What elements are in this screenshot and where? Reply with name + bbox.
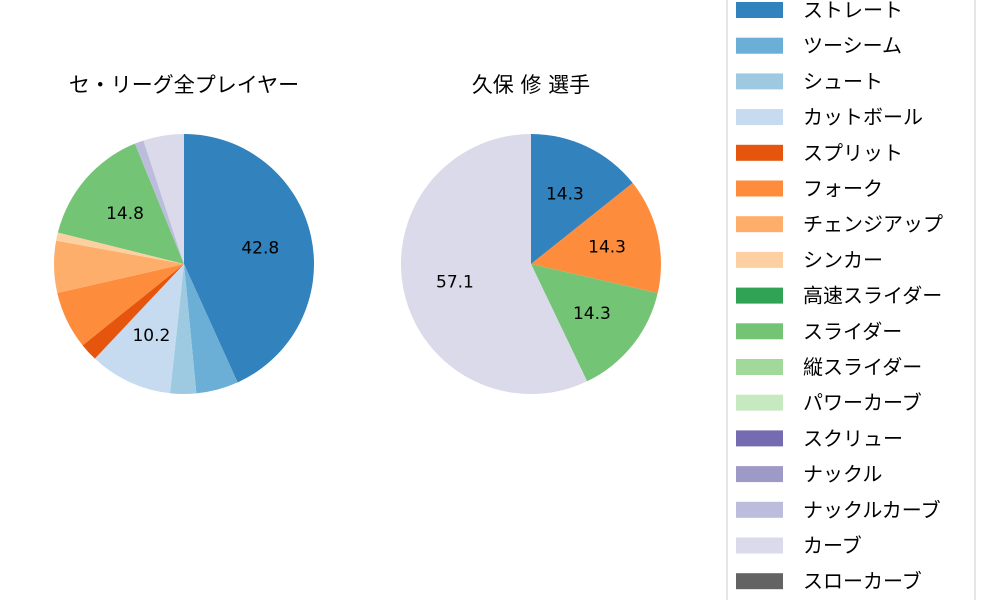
pie-slice <box>184 134 315 383</box>
legend-label: 高速スライダー <box>803 284 942 308</box>
legend-swatch <box>736 466 783 483</box>
legend-swatch <box>736 144 783 161</box>
legend-swatch <box>736 216 783 233</box>
pie-slice <box>57 143 184 264</box>
legend-swatch <box>736 323 783 340</box>
legend-swatch <box>736 73 783 90</box>
legend-label: スライダー <box>803 319 902 343</box>
legend-label: シュート <box>803 69 883 93</box>
legend-swatch <box>736 501 783 518</box>
slice-value-label: 14.3 <box>573 304 611 324</box>
pie-slice <box>94 264 184 394</box>
legend-swatch <box>736 394 783 411</box>
legend-swatch <box>736 2 783 18</box>
legend-label: シンカー <box>803 248 883 272</box>
pie-slice <box>143 134 184 264</box>
legend-swatch <box>736 180 783 197</box>
legend-swatch <box>736 359 783 375</box>
pie-slice <box>57 264 184 346</box>
legend-swatch <box>736 537 783 554</box>
pie-slice <box>134 140 184 264</box>
legend-swatch <box>736 251 783 268</box>
legend-label: ナックルカーブ <box>803 498 941 522</box>
legend-label: 縦スライダー <box>803 355 922 379</box>
slice-value-label: 57.1 <box>436 272 474 292</box>
pie-slice <box>531 264 658 382</box>
legend-swatch <box>736 287 783 304</box>
pie-slice <box>54 240 185 294</box>
slice-value-label: 10.2 <box>132 326 170 346</box>
pie-slice <box>170 264 197 394</box>
pie-slice <box>184 264 238 394</box>
legend-label: カーブ <box>803 534 862 558</box>
legend-label: スクリュー <box>803 426 903 450</box>
slice-value-label: 14.8 <box>106 204 144 224</box>
chart-title-league: セ・リーグ全プレイヤー <box>69 73 299 97</box>
legend-label: スローカーブ <box>803 569 922 593</box>
slice-value-label: 42.8 <box>241 239 279 259</box>
legend-label: スプリット <box>803 141 903 165</box>
pie-slice <box>56 232 184 264</box>
pie-chart-player: 久保 修 選手 14.3 14.3 14.3 57.1 <box>401 73 661 395</box>
pie-slice <box>82 264 184 359</box>
legend-swatch <box>736 109 783 126</box>
slice-value-label: 14.3 <box>588 238 626 258</box>
pie-chart-league: セ・リーグ全プレイヤー 42.8 10.2 14.8 <box>54 73 315 394</box>
legend-label: カットボール <box>803 105 923 129</box>
legend-label: ナックル <box>803 462 882 486</box>
legend-swatch <box>736 573 783 590</box>
legend-label: パワーカーブ <box>803 391 922 415</box>
pie-slice <box>401 134 588 395</box>
legend-label: フォーク <box>803 177 883 201</box>
legend-swatch <box>736 430 783 447</box>
pie-slice <box>531 134 633 264</box>
legend-label: チェンジアップ <box>803 212 943 236</box>
legend-frame <box>726 0 976 600</box>
legend-swatch <box>736 37 783 54</box>
legend: ストレートツーシームシュートカットボールスプリットフォークチェンジアップシンカー… <box>726 0 976 600</box>
chart-title-player: 久保 修 選手 <box>472 73 590 97</box>
legend-label: ストレート <box>803 0 903 22</box>
slice-value-label: 14.3 <box>546 185 584 205</box>
legend-label: ツーシーム <box>803 34 902 58</box>
pie-slice <box>531 183 661 294</box>
